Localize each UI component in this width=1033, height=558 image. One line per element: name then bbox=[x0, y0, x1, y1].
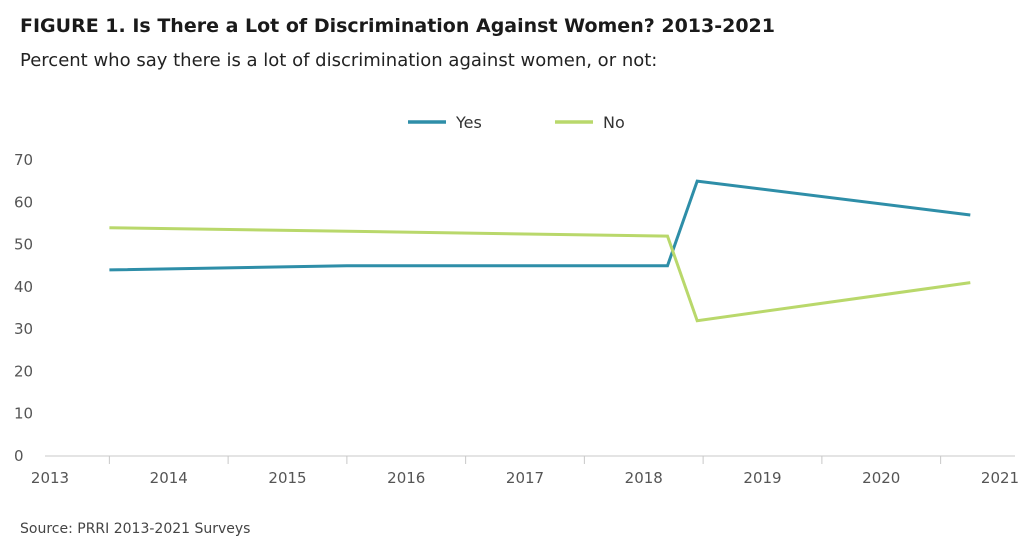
x-tick-label: 2020 bbox=[862, 469, 900, 487]
y-tick-label: 30 bbox=[14, 320, 33, 338]
chart-legend: Yes No bbox=[408, 113, 625, 132]
source-note: Source: PRRI 2013-2021 Surveys bbox=[20, 521, 251, 537]
y-tick-label: 0 bbox=[14, 447, 24, 465]
y-tick-label: 10 bbox=[14, 405, 33, 423]
x-tick-label: 2014 bbox=[150, 469, 188, 487]
chart-subtitle: Percent who say there is a lot of discri… bbox=[20, 50, 658, 71]
y-tick-label: 60 bbox=[14, 193, 33, 211]
chart-title: FIGURE 1. Is There a Lot of Discriminati… bbox=[20, 15, 775, 37]
series-line-yes bbox=[109, 179, 971, 272]
x-axis: 2013 2014 2015 2016 2017 2018 2019 2020 2021 bbox=[31, 455, 1019, 487]
x-tick-label: 2016 bbox=[387, 469, 425, 487]
y-tick-label: 20 bbox=[14, 362, 33, 380]
x-tick-label: 2013 bbox=[31, 469, 69, 487]
x-tick-label: 2019 bbox=[743, 469, 781, 487]
y-tick-label: 40 bbox=[14, 278, 33, 296]
legend-label-yes: Yes bbox=[455, 113, 482, 132]
y-tick-label: 70 bbox=[14, 151, 33, 169]
legend-label-no: No bbox=[603, 113, 625, 132]
x-tick-label: 2021 bbox=[981, 469, 1019, 487]
series-line-no bbox=[109, 226, 971, 323]
x-tick-label: 2015 bbox=[268, 469, 306, 487]
x-tick-label: 2018 bbox=[625, 469, 663, 487]
y-tick-label: 50 bbox=[14, 236, 33, 254]
y-axis: 0 10 20 30 40 50 60 70 bbox=[14, 151, 33, 465]
x-tick-label: 2017 bbox=[506, 469, 544, 487]
series-layer bbox=[109, 179, 971, 323]
